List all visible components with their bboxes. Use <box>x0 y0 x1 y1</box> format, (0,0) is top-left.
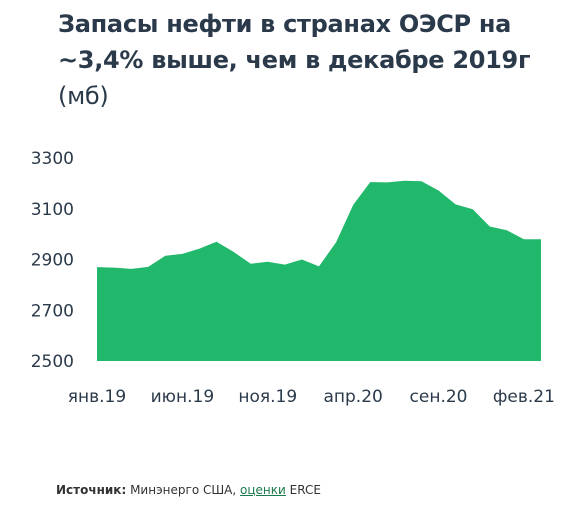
source-link[interactable]: оценки <box>240 483 286 497</box>
area-series <box>97 180 541 361</box>
chart-title: Запасы нефти в странах ОЭСР на ~3,4% выш… <box>58 6 578 114</box>
source-label: Источник: <box>56 483 127 497</box>
x-tick-label: апр.20 <box>323 387 382 407</box>
y-tick-label: 2900 <box>31 251 74 271</box>
chart-title-main: Запасы нефти в странах ОЭСР на ~3,4% выш… <box>58 10 531 74</box>
source-text: Минэнерго США, <box>130 483 237 497</box>
x-tick-label: сен.20 <box>410 387 468 407</box>
x-tick-label: июн.19 <box>151 387 215 407</box>
y-tick-label: 3300 <box>31 149 74 169</box>
y-axis: 3300 3100 2900 2700 2500 <box>31 149 74 372</box>
x-tick-label: фев.21 <box>493 387 555 407</box>
plot-area <box>97 180 541 361</box>
source-note: Источник: Минэнерго США, оценки ERCE <box>56 483 321 497</box>
y-tick-label: 2500 <box>31 352 74 372</box>
source-suffix: ERCE <box>289 483 321 497</box>
y-tick-label: 2700 <box>31 301 74 321</box>
x-tick-label: ноя.19 <box>238 387 297 407</box>
y-tick-label: 3100 <box>31 200 74 220</box>
chart-title-unit: (мб) <box>58 82 109 110</box>
x-tick-label: янв.19 <box>68 387 126 407</box>
x-axis: янв.19 июн.19 ноя.19 апр.20 сен.20 фев.21 <box>68 387 555 407</box>
